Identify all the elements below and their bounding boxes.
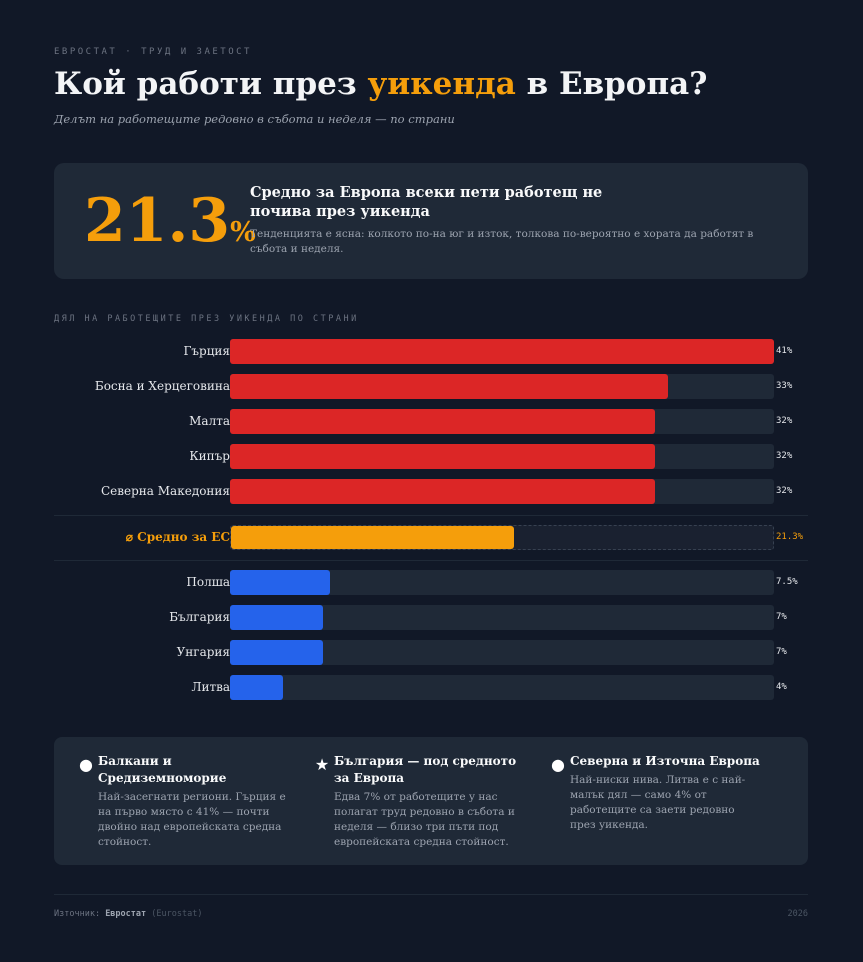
source-alt-name: (Eurostat) <box>146 909 203 919</box>
page-subtitle: Делът на работещите редовно в събота и н… <box>54 112 455 126</box>
stat-value: 21.3 <box>84 186 231 256</box>
star-icon: ★ <box>314 755 330 774</box>
title-pre: Кой работи през <box>54 66 368 102</box>
bar-value-label: 32% <box>776 486 793 496</box>
group-divider <box>54 560 808 561</box>
bar-high <box>230 374 668 399</box>
title-highlight: уикенда <box>367 66 516 102</box>
bar-label: Унгария <box>176 645 230 659</box>
eyebrow: ЕВРОСТАТ · ТРУД И ЗАЕТОСТ <box>54 47 252 57</box>
bar-value-label: 32% <box>776 416 793 426</box>
note-title: Балкани и Средиземноморие <box>98 754 227 785</box>
stat-headline: Средно за Европа всеки пети работещ не п… <box>250 184 603 220</box>
note-text: Най-засегнати региони. Гърция е на първо… <box>98 791 286 848</box>
note-north-east: ● Северна и Източна Европа Най-ниски нив… <box>550 753 760 833</box>
source-name: Евростат <box>105 909 147 919</box>
bar-label: България <box>169 610 230 624</box>
bar-value-label: 33% <box>776 381 793 391</box>
note-title: Северна и Източна Европа <box>570 754 760 768</box>
title-post: в Европа? <box>515 66 708 102</box>
circle-icon: ● <box>79 755 93 774</box>
bar-low <box>230 640 323 665</box>
bar-value-label: 7% <box>776 647 787 657</box>
bar-track <box>230 640 774 665</box>
bar-label: Литва <box>191 680 230 694</box>
source-prefix: Източник: <box>54 909 106 919</box>
bar-track <box>230 479 774 504</box>
bar-label: ⌀ Средно за ЕС <box>125 530 230 544</box>
bar-track <box>230 675 774 700</box>
bar-low <box>230 570 330 595</box>
stat-description: Тенденцията е ясна: колкото по-на юг и и… <box>250 228 754 255</box>
note-balkans: ● Балкани и Средиземноморие Най-засегнат… <box>78 753 288 850</box>
notes-panel: ● Балкани и Средиземноморие Най-засегнат… <box>54 737 808 865</box>
note-bulgaria: ★ България — под средното за Европа Едва… <box>314 753 524 850</box>
stat-card: 21.3% Средно за Европа всеки пети работе… <box>54 163 808 279</box>
stat-number: 21.3% <box>84 183 256 271</box>
circle-icon: ● <box>551 755 565 774</box>
bar-label: Малта <box>189 414 230 428</box>
bar-track <box>230 444 774 469</box>
bar-value-label: 4% <box>776 682 787 692</box>
bar-track <box>230 409 774 434</box>
bar-label: Гърция <box>183 344 230 358</box>
bar-track <box>230 605 774 630</box>
bar-label: Босна и Херцеговина <box>94 379 230 393</box>
page-title: Кой работи през уикенда в Европа? <box>54 66 707 102</box>
bar-low <box>230 675 284 700</box>
group-divider <box>54 515 808 516</box>
bar-track <box>230 570 774 595</box>
bar-track <box>230 374 774 399</box>
footer-source: Източник: Евростат (Eurostat) <box>54 909 202 919</box>
bar-label: Северна Македония <box>100 484 230 498</box>
bar-track <box>230 339 774 364</box>
bar-low <box>230 605 323 630</box>
bar-track <box>230 525 774 550</box>
bar-high <box>230 479 655 504</box>
footer-divider <box>54 894 808 895</box>
bar-label: Полша <box>186 575 230 589</box>
bar-value-label: 41% <box>776 346 793 356</box>
note-text: Най-ниски нива. Литва е с най-малък дял … <box>570 774 746 831</box>
bar-high <box>230 339 774 364</box>
bar-high <box>230 409 655 434</box>
bar-high <box>230 444 655 469</box>
bar-value-label: 7.5% <box>776 577 798 587</box>
bar-chart: Гърция 41% Босна и Херцеговина 33% Малта 32% К… <box>54 339 808 700</box>
footer-year: 2026 <box>787 909 808 919</box>
bar-value-label: 32% <box>776 451 793 461</box>
stat-unit: % <box>230 217 256 248</box>
bar-value-label: 7% <box>776 612 787 622</box>
bar-label: Кипър <box>189 449 230 463</box>
note-text: Едва 7% от работещите у нас полагат труд… <box>334 791 515 848</box>
note-title: България — под средното за Европа <box>334 754 517 785</box>
bar-average <box>231 526 514 549</box>
chart-section-label: ДЯЛ НА РАБОТЕЩИТЕ ПРЕЗ УИКЕНДА ПО СТРАНИ <box>54 314 359 324</box>
bar-value-label: 21.3% <box>776 532 804 542</box>
